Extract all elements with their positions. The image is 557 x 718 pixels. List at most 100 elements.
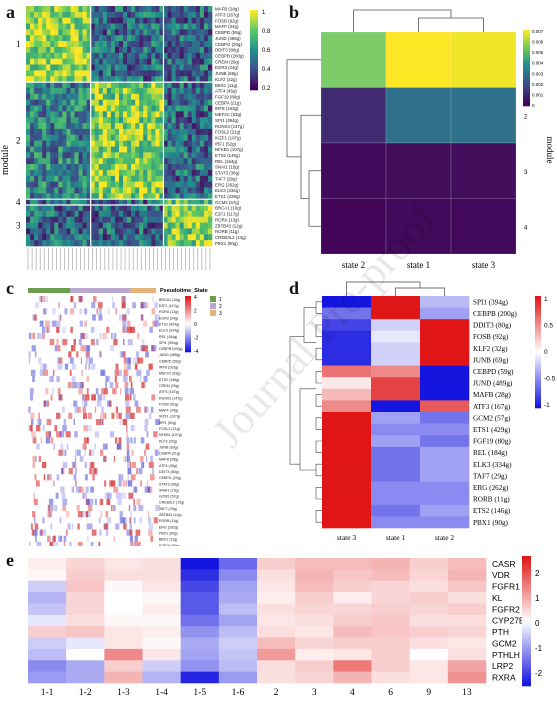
heatmap-cell <box>199 181 205 188</box>
heatmap-cell <box>420 458 470 471</box>
heatmap-cell <box>371 377 421 390</box>
heatmap-cell <box>139 46 144 54</box>
heatmap-cell <box>322 319 372 332</box>
heatmap-cell <box>175 123 180 130</box>
heatmap-cell <box>171 146 176 153</box>
heatmap-cell <box>143 105 148 112</box>
row-label: STAT3 (38g) <box>215 171 240 176</box>
heatmap-stripe <box>148 523 154 530</box>
heatmap-cell <box>54 181 59 188</box>
heatmap-cell <box>179 140 184 147</box>
heatmap-cell <box>179 105 184 112</box>
heatmap-cell <box>98 46 104 54</box>
heatmap-stripe <box>91 394 96 401</box>
panel-d: d SPI1 (394g) CEBPB (200g) DDIT3 (80g) FOSB… <box>279 278 557 546</box>
heatmap-cell <box>66 569 105 582</box>
heatmap-cell <box>98 164 104 171</box>
column-label: 9 <box>426 688 431 698</box>
heatmap-stripe <box>96 308 98 315</box>
heatmap-cell <box>320 198 387 255</box>
heatmap-cell <box>106 46 112 54</box>
heatmap-stripe <box>73 474 77 481</box>
heatmap-cell <box>123 164 128 171</box>
heatmap-stripe <box>84 449 86 456</box>
heatmap-cell <box>119 99 124 106</box>
heatmap-cell <box>90 87 96 95</box>
heatmap-cell <box>38 11 43 19</box>
heatmap-cell <box>58 140 63 147</box>
colorbar-segment <box>185 296 191 298</box>
heatmap-cell <box>191 29 197 36</box>
heatmap-cell <box>179 41 184 48</box>
heatmap-cell <box>171 187 176 194</box>
heatmap-cell <box>333 569 372 582</box>
colorbar-segment <box>535 296 541 299</box>
heatmap-cell <box>82 82 87 89</box>
colorbar-segment <box>535 343 541 346</box>
heatmap-cell <box>420 412 470 424</box>
heatmap-stripe <box>135 529 141 536</box>
heatmap-cell <box>131 64 136 71</box>
heatmap-cell <box>50 6 55 13</box>
heatmap-stripe <box>47 474 52 481</box>
heatmap-cell <box>54 46 59 54</box>
heatmap-cell <box>127 17 132 24</box>
row-label: KL <box>492 593 503 603</box>
heatmap-cell <box>114 187 120 194</box>
heatmap-cell <box>62 46 67 54</box>
heatmap-cell <box>163 93 168 100</box>
heatmap-stripe <box>145 455 148 462</box>
colorbar-segment <box>535 307 541 310</box>
heatmap-cell <box>187 187 193 194</box>
heatmap-cell <box>78 175 83 182</box>
heatmap-cell <box>183 35 189 42</box>
heatmap-cell <box>94 35 100 42</box>
heatmap-cell <box>179 52 184 59</box>
heatmap-stripe <box>151 394 156 401</box>
heatmap-stripe <box>39 296 41 303</box>
heatmap-cell <box>42 140 47 147</box>
heatmap-stripe <box>102 455 107 462</box>
heatmap-cell <box>26 164 31 171</box>
row-label: RUNX3 (147g) <box>215 124 244 129</box>
heatmap-stripe <box>107 492 109 499</box>
heatmap-cell <box>147 146 152 153</box>
heatmap-cell <box>409 637 449 650</box>
heatmap-cell <box>70 240 75 247</box>
heatmap-cell <box>207 117 213 124</box>
heatmap-cell <box>203 140 209 147</box>
heatmap-cell <box>155 29 160 36</box>
heatmap-cell <box>175 169 180 177</box>
heatmap-cell <box>54 123 59 130</box>
heatmap-cell <box>199 234 205 241</box>
heatmap-cell <box>187 76 193 83</box>
heatmap-cell <box>34 111 39 118</box>
colorbar-segment <box>522 657 531 661</box>
heatmap-cell <box>135 35 140 42</box>
heatmap-cell <box>199 199 205 206</box>
heatmap-cell <box>90 210 96 218</box>
heatmap-cell <box>187 216 193 223</box>
heatmap-cell <box>42 17 47 24</box>
heatmap-cell <box>167 29 172 36</box>
heatmap-cell <box>171 158 176 165</box>
heatmap-cell <box>46 82 51 89</box>
colorbar-segment <box>535 302 541 306</box>
heatmap-stripe <box>155 314 160 321</box>
heatmap-cell <box>187 35 193 42</box>
heatmap-cell <box>102 99 108 106</box>
heatmap-cell <box>295 660 334 672</box>
heatmap-stripe <box>131 541 136 546</box>
colorbar-segment <box>522 634 531 637</box>
heatmap-stripe <box>155 449 158 456</box>
heatmap-stripe <box>126 529 132 536</box>
heatmap-cell <box>54 134 59 141</box>
heatmap-stripe <box>150 455 153 462</box>
heatmap-cell <box>135 216 140 223</box>
heatmap-cell <box>187 169 193 177</box>
heatmap-cell <box>58 123 63 130</box>
heatmap-cell <box>119 41 124 48</box>
heatmap-cell <box>155 134 160 141</box>
row-label: MEF2C (63g) <box>215 112 242 117</box>
heatmap-cell <box>167 158 172 165</box>
